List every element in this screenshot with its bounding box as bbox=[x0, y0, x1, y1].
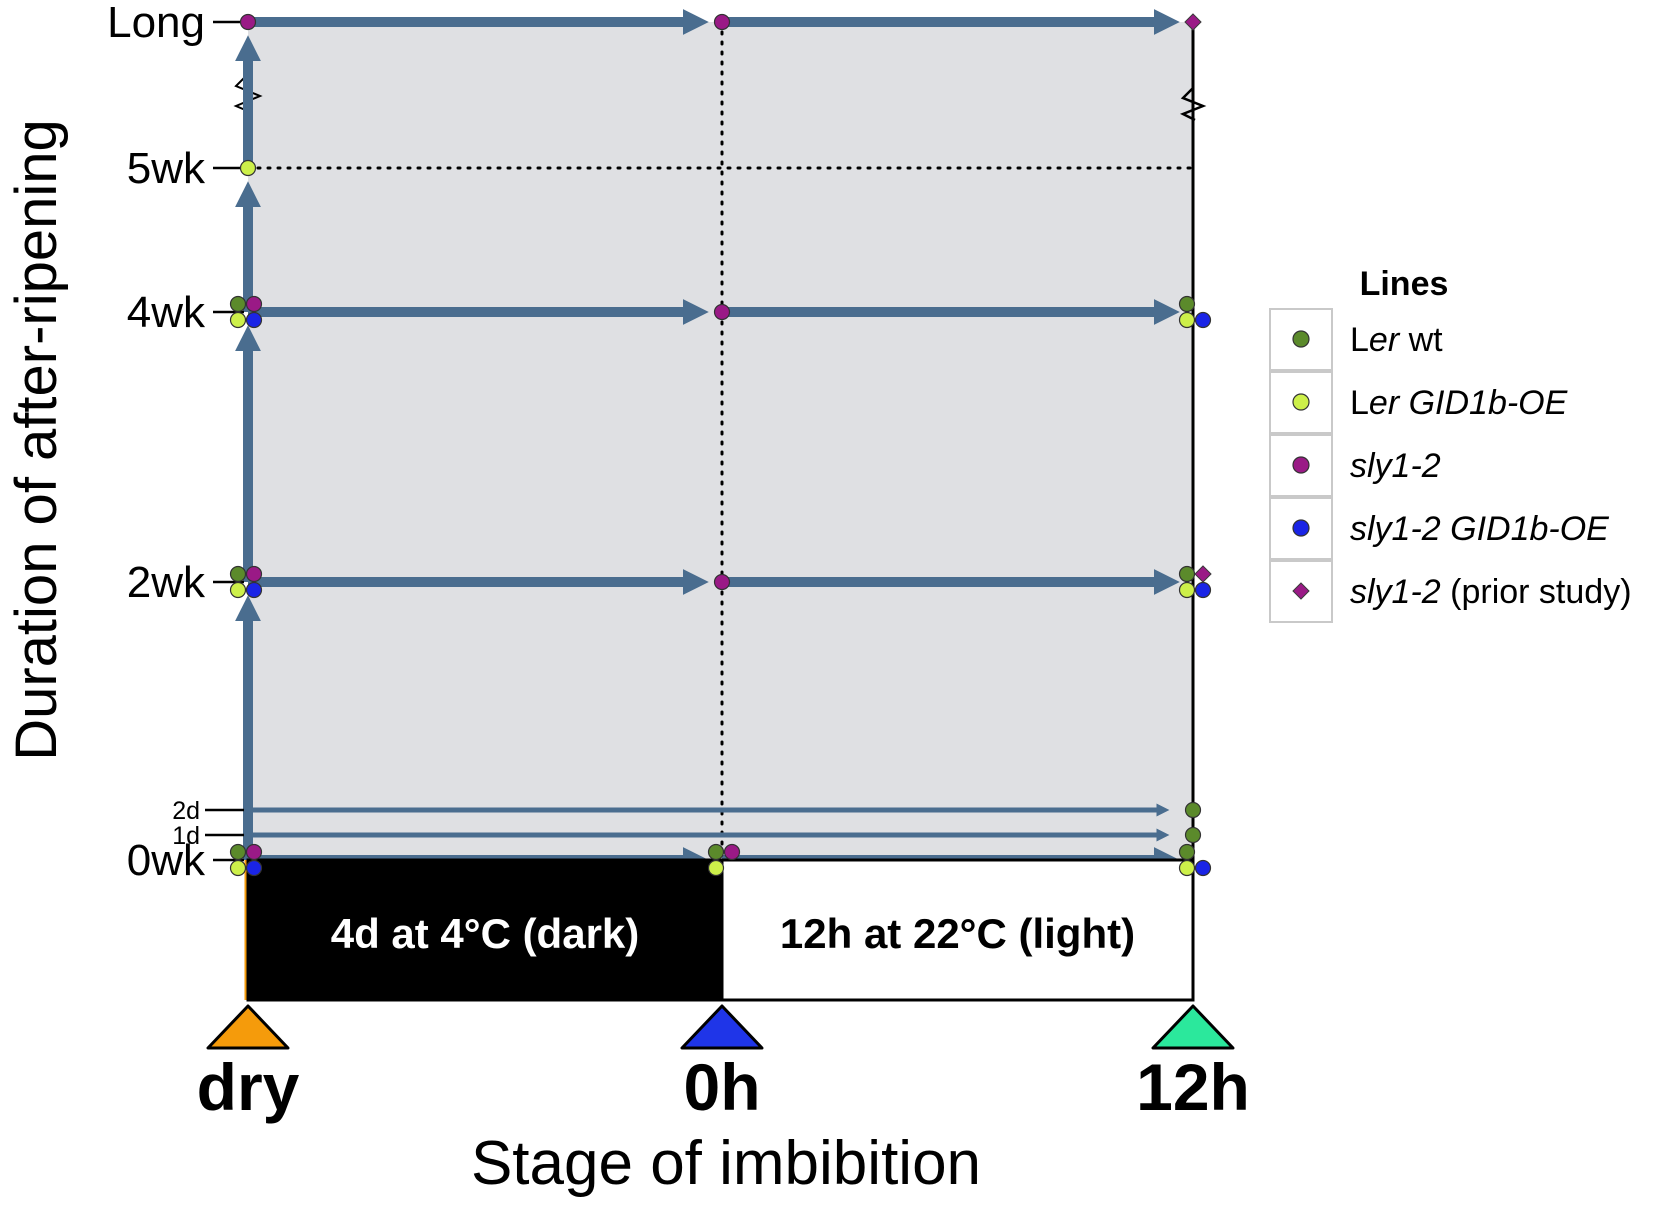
stage-label-dry: dry bbox=[197, 1050, 300, 1124]
point-long-dry-sly bbox=[239, 13, 257, 31]
point-4wk-dry-slygid bbox=[245, 311, 263, 329]
y-tick-label-2d: 2d bbox=[172, 797, 200, 825]
legend-label-lergid: Ler GID1b-OE bbox=[1350, 384, 1568, 422]
legend-label-lergid-part-1: er GID1b-OE bbox=[1369, 384, 1568, 422]
point-0wk-0h-lergid bbox=[707, 859, 725, 877]
legend-label-slygid: sly1-2 GID1b-OE bbox=[1350, 510, 1609, 548]
point-4wk-dry-ler bbox=[229, 295, 247, 313]
legend-marker-prior bbox=[1292, 582, 1310, 600]
point-long-12h-prior bbox=[1184, 13, 1202, 31]
y-tick-label-long: Long bbox=[107, 0, 205, 47]
y-axis-title: Duration of after-ripening bbox=[4, 119, 69, 761]
point-long-0h-sly bbox=[713, 13, 731, 31]
point-2wk-dry-sly bbox=[245, 565, 263, 583]
legend-label-prior: sly1-2 (prior study) bbox=[1350, 573, 1632, 611]
stage-label-12h: 12h bbox=[1136, 1050, 1250, 1124]
axis-break-left bbox=[233, 73, 263, 113]
phase-label-1: 4d at 4°C (dark) bbox=[331, 910, 640, 957]
y-tick-label-2wk: 2wk bbox=[127, 558, 206, 607]
x-axis-title: Stage of imbibition bbox=[471, 1129, 981, 1198]
axis-break-right bbox=[1179, 87, 1207, 122]
stage-marker-0h bbox=[680, 1004, 764, 1050]
stage-marker-12h bbox=[1151, 1004, 1235, 1050]
point-5wk-dry-lergid bbox=[239, 159, 257, 177]
point-0wk-dry-ler bbox=[229, 843, 247, 861]
legend-label-ler-part-2: wt bbox=[1399, 321, 1443, 359]
point-2wk-0h-sly bbox=[713, 573, 731, 591]
legend-title: Lines bbox=[1360, 265, 1449, 303]
point-2wk-dry-slygid bbox=[245, 581, 263, 599]
point-0wk-12h-ler bbox=[1178, 843, 1196, 861]
legend-marker-sly bbox=[1292, 456, 1310, 474]
point-0wk-dry-slygid bbox=[245, 859, 263, 877]
y-tick-label-5wk: 5wk bbox=[127, 144, 206, 193]
phase-box-1 bbox=[246, 858, 724, 1002]
point-2wk-dry-lergid bbox=[229, 581, 247, 599]
y-tick-label-4wk: 4wk bbox=[127, 288, 206, 337]
point-2wk-12h-slygid bbox=[1194, 581, 1212, 599]
legend-label-ler-part-0: L bbox=[1350, 321, 1369, 359]
point-4wk-0h-sly bbox=[713, 303, 731, 321]
point-4wk-12h-slygid bbox=[1194, 311, 1212, 329]
phase-box-2 bbox=[720, 858, 1195, 1002]
plot-background bbox=[248, 22, 1193, 860]
phase-label-2: 12h at 22°C (light) bbox=[780, 910, 1135, 957]
point-0wk-dry-sly bbox=[245, 843, 263, 861]
legend-label-prior-part-0: sly1-2 bbox=[1350, 573, 1441, 611]
legend-label-ler-part-1: er bbox=[1369, 321, 1401, 359]
legend-marker-lergid bbox=[1292, 393, 1310, 411]
point-0wk-0h-ler bbox=[707, 843, 725, 861]
point-2wk-12h-lergid bbox=[1178, 581, 1196, 599]
point-2wk-12h-prior bbox=[1194, 565, 1212, 583]
stage-label-0h: 0h bbox=[683, 1050, 760, 1124]
point-2d-12h-ler bbox=[1184, 801, 1202, 819]
legend-label-sly: sly1-2 bbox=[1350, 447, 1441, 485]
legend-label-sly-part-0: sly1-2 bbox=[1350, 447, 1441, 485]
legend-marker-ler bbox=[1292, 330, 1310, 348]
point-0wk-12h-slygid bbox=[1194, 859, 1212, 877]
point-4wk-dry-sly bbox=[245, 295, 263, 313]
legend-label-prior-part-1: (prior study) bbox=[1441, 573, 1632, 611]
point-0wk-dry-lergid bbox=[229, 859, 247, 877]
point-2wk-dry-ler bbox=[229, 565, 247, 583]
point-0wk-12h-lergid bbox=[1178, 859, 1196, 877]
legend-label-ler: Ler wt bbox=[1350, 321, 1443, 359]
y-tick-label-1d: 1d bbox=[172, 822, 200, 850]
point-4wk-12h-lergid bbox=[1178, 311, 1196, 329]
point-4wk-dry-lergid bbox=[229, 311, 247, 329]
point-1d-12h-ler bbox=[1184, 826, 1202, 844]
point-0wk-0h-sly bbox=[723, 843, 741, 861]
legend-label-slygid-part-0: sly1-2 GID1b-OE bbox=[1350, 510, 1609, 548]
point-2wk-12h-ler bbox=[1178, 565, 1196, 583]
legend-marker-slygid bbox=[1292, 519, 1310, 537]
y-tick-label-0wk: 0wk bbox=[127, 836, 206, 885]
legend-label-lergid-part-0: L bbox=[1350, 384, 1369, 422]
stage-marker-dry bbox=[206, 1004, 290, 1050]
point-4wk-12h-ler bbox=[1178, 295, 1196, 313]
